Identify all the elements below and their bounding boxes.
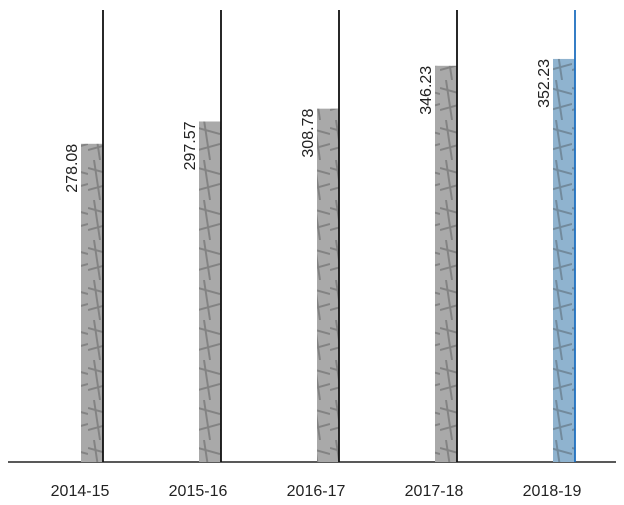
- x-tick-label: 2018-19: [523, 483, 582, 500]
- value-label: 308.78: [300, 109, 317, 158]
- bar-texture: [435, 65, 457, 463]
- bar-texture: [81, 143, 103, 463]
- x-tick-label: 2016-17: [287, 483, 346, 500]
- bar-texture: [199, 121, 221, 463]
- x-tick-label: 2017-18: [405, 483, 464, 500]
- value-label: 346.23: [418, 66, 435, 115]
- bar-texture: [317, 108, 339, 463]
- value-label: 297.57: [182, 121, 199, 170]
- value-label: 278.08: [64, 144, 81, 193]
- value-label: 352.23: [536, 59, 553, 108]
- x-tick-label: 2014-15: [51, 483, 110, 500]
- bar-texture: [553, 58, 575, 463]
- x-tick-label: 2015-16: [169, 483, 228, 500]
